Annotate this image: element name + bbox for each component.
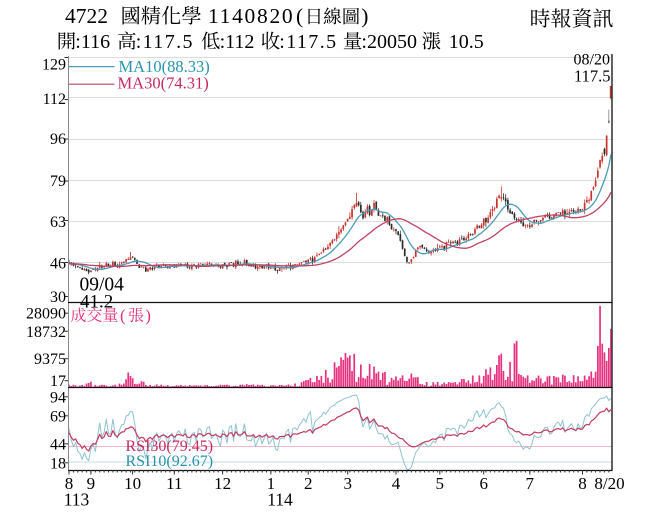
svg-text:94: 94: [50, 389, 66, 406]
svg-text:8/20: 8/20: [594, 474, 624, 493]
svg-text:10: 10: [124, 474, 141, 493]
svg-text:129: 129: [42, 57, 66, 74]
svg-text:4: 4: [392, 474, 401, 493]
svg-text:RSI30(79.45): RSI30(79.45): [126, 438, 214, 455]
svg-text:10.5: 10.5: [449, 31, 484, 53]
svg-text:112: 112: [43, 91, 66, 108]
svg-text:12: 12: [214, 474, 231, 493]
svg-text:7: 7: [526, 474, 535, 493]
svg-text:5: 5: [436, 474, 445, 493]
svg-text:RSI10(92.67): RSI10(92.67): [126, 453, 214, 470]
svg-text:28090: 28090: [26, 306, 66, 323]
svg-text:9: 9: [87, 474, 96, 493]
svg-text:(: (: [296, 4, 303, 28]
svg-text:41.2: 41.2: [80, 291, 113, 312]
svg-text:18732: 18732: [26, 324, 66, 341]
svg-text:113: 113: [64, 490, 90, 510]
svg-text:3: 3: [343, 474, 352, 493]
svg-text::112: :112: [220, 31, 255, 53]
svg-text:63: 63: [50, 214, 66, 231]
svg-text:9375: 9375: [34, 351, 66, 368]
svg-text:8: 8: [578, 474, 587, 493]
svg-text:69: 69: [50, 408, 66, 425]
svg-text:2: 2: [304, 474, 313, 493]
svg-text:44: 44: [50, 436, 66, 453]
svg-text:MA30(74.31): MA30(74.31): [118, 73, 209, 92]
svg-text::117.5: :117.5: [279, 31, 337, 53]
svg-text:30: 30: [50, 289, 66, 306]
svg-text:4722: 4722: [65, 4, 108, 28]
svg-text:(: (: [120, 306, 126, 325]
svg-text:79: 79: [50, 173, 66, 190]
svg-text:MA10(88.33): MA10(88.33): [119, 57, 210, 76]
svg-text:8: 8: [65, 474, 74, 493]
svg-text:): ): [145, 306, 151, 325]
svg-text:09/04: 09/04: [80, 274, 125, 295]
svg-text:): ): [361, 4, 368, 28]
svg-text:18: 18: [50, 455, 66, 472]
svg-text:114: 114: [267, 490, 293, 510]
svg-text:1: 1: [267, 474, 276, 493]
svg-text:1140820: 1140820: [208, 4, 294, 28]
svg-text:17: 17: [50, 373, 66, 390]
svg-text::117.5: :117.5: [136, 31, 194, 53]
svg-text:96: 96: [50, 131, 66, 148]
svg-text:08/20: 08/20: [574, 51, 610, 68]
svg-text:6: 6: [479, 474, 488, 493]
svg-text::116: :116: [75, 31, 110, 53]
svg-text:117.5: 117.5: [574, 67, 611, 86]
svg-text:46: 46: [50, 256, 66, 273]
svg-text:11: 11: [166, 474, 182, 493]
svg-text::20050: :20050: [361, 31, 417, 53]
